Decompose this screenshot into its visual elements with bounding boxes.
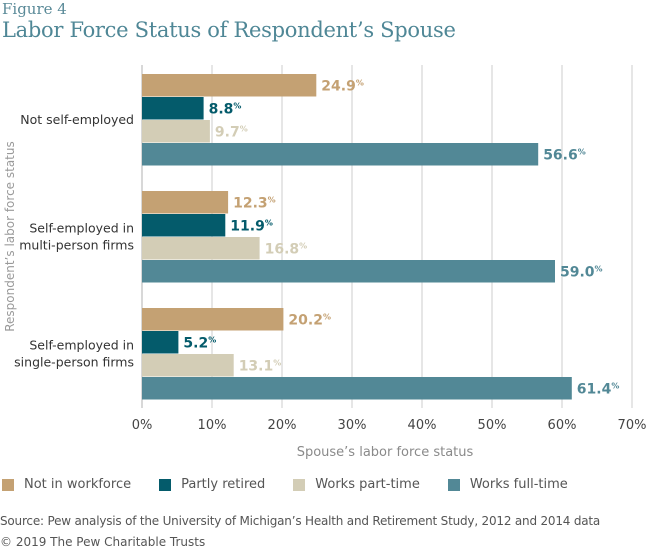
- value-label: 24.9%: [321, 79, 364, 95]
- x-tick-label: 20%: [268, 418, 297, 433]
- legend-swatch: [159, 478, 172, 491]
- legend-label: Works full-time: [469, 477, 568, 492]
- bar-partly-retired: [142, 214, 226, 237]
- source-note: Source: Pew analysis of the University o…: [0, 514, 601, 528]
- bar-partly-retired: [142, 331, 179, 354]
- bar-works-part-time: [142, 354, 234, 377]
- category-label: Not self-employed: [20, 112, 134, 127]
- value-label: 12.3%: [233, 196, 276, 212]
- bar-works-part-time: [142, 237, 260, 260]
- category-label: single-person firms: [14, 355, 134, 370]
- value-label: 16.8%: [265, 242, 308, 258]
- bar-not-in-workforce: [142, 191, 229, 214]
- x-tick-label: 70%: [618, 418, 647, 433]
- x-tick-label: 30%: [338, 418, 367, 433]
- bar-not-in-workforce: [142, 308, 284, 331]
- x-axis-title: Spouse’s labor force status: [297, 445, 474, 460]
- bar-partly-retired: [142, 97, 204, 120]
- x-tick-label: 50%: [478, 418, 507, 433]
- legend-swatch: [293, 478, 306, 491]
- value-label: 11.9%: [230, 219, 273, 235]
- legend: Not in workforce Partly retired Works pa…: [0, 477, 594, 492]
- y-axis-title: Respondent’s labor force status: [3, 141, 17, 332]
- category-label: multi-person firms: [19, 238, 134, 253]
- value-label: 20.2%: [288, 313, 331, 329]
- legend-item-works-part-time: Works part-time: [291, 477, 420, 492]
- value-label: 8.8%: [209, 102, 242, 118]
- value-label: 59.0%: [560, 265, 603, 281]
- figure-label: Figure 4: [2, 0, 67, 18]
- legend-item-not-in-workforce: Not in workforce: [0, 477, 131, 492]
- category-label: Self-employed in: [29, 221, 134, 236]
- legend-item-partly-retired: Partly retired: [157, 477, 265, 492]
- value-label: 5.2%: [183, 336, 216, 352]
- value-labels: 24.9% 8.8% 9.7% 56.6% 12.3% 11.9% 16.8% 59.0% 20…: [183, 79, 619, 398]
- x-tick-label: 40%: [408, 418, 437, 433]
- category-label: Self-employed in: [29, 338, 134, 353]
- x-tick-label: 60%: [548, 418, 577, 433]
- chart-title: Labor Force Status of Respondent’s Spous…: [2, 18, 456, 42]
- value-label: 13.1%: [239, 359, 282, 375]
- value-label: 61.4%: [577, 382, 620, 398]
- legend-swatch: [2, 478, 14, 491]
- copyright-note: © 2019 The Pew Charitable Trusts: [0, 535, 206, 549]
- legend-label: Works part-time: [315, 477, 420, 492]
- legend-label: Partly retired: [181, 477, 266, 492]
- bar-chart: 24.9% 8.8% 9.7% 56.6% 12.3% 11.9% 16.8% 59.0% 20…: [3, 65, 647, 460]
- bars: [142, 74, 572, 400]
- legend-item-works-full-time: Works full-time: [446, 477, 568, 492]
- bar-works-full-time: [142, 377, 572, 400]
- legend-swatch: [447, 478, 460, 491]
- value-label: 9.7%: [215, 125, 248, 141]
- x-tick-labels: 0% 10% 20% 30% 40% 50% 60% 70%: [132, 418, 647, 433]
- x-tick-label: 10%: [198, 418, 227, 433]
- legend-label: Not in workforce: [24, 477, 132, 492]
- x-tick-label: 0%: [132, 418, 153, 433]
- bar-not-in-workforce: [142, 74, 317, 97]
- bar-works-full-time: [142, 143, 539, 166]
- value-label: 56.6%: [543, 148, 586, 164]
- bar-works-full-time: [142, 260, 555, 283]
- category-labels: Not self-employed Self-employed in multi-p…: [14, 112, 134, 370]
- bar-works-part-time: [142, 120, 210, 143]
